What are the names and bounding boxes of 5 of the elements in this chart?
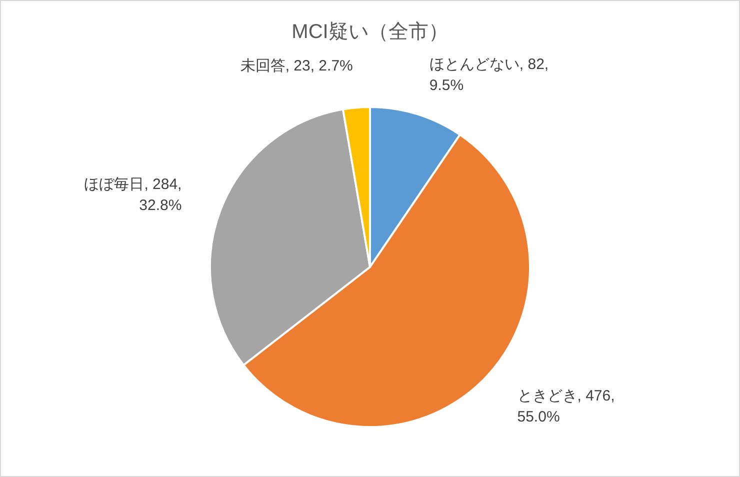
slice-label: ほとんどない, 82, 9.5%: [429, 56, 549, 94]
slice-label: 未回答, 23, 2.7%: [240, 58, 353, 75]
chart-title: MCI疑い（全市）: [292, 21, 448, 43]
slice-label: ほぼ毎日, 284, 32.8%: [84, 176, 182, 214]
slice-label: ときどき, 476, 55.0%: [517, 387, 615, 426]
